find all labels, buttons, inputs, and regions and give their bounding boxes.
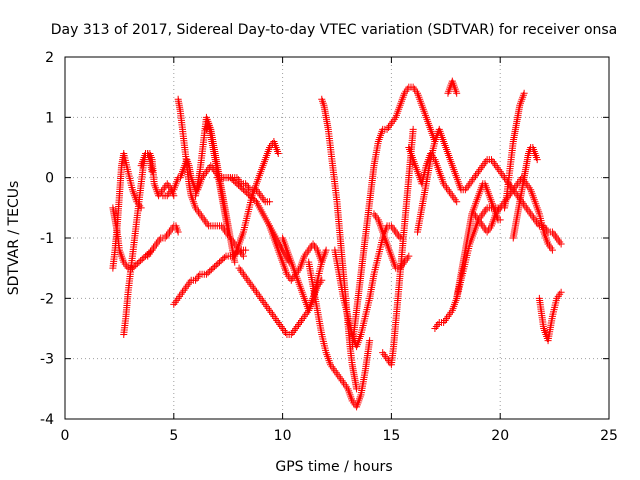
series-group [518, 174, 556, 254]
data-point [236, 183, 244, 191]
data-point [174, 228, 182, 236]
data-point [138, 255, 146, 263]
y-tick-label: -4 [40, 412, 54, 428]
data-point [246, 192, 254, 200]
series-group [144, 222, 182, 260]
data-point [453, 198, 461, 206]
data-point [228, 175, 236, 183]
data-point [409, 125, 417, 133]
data-point [239, 186, 247, 194]
series-group [444, 77, 461, 97]
series-group [231, 137, 282, 260]
x-tick-label: 5 [169, 428, 178, 444]
data-point [548, 246, 556, 254]
data-point [219, 255, 227, 263]
data-point [226, 174, 234, 182]
data-point [557, 240, 565, 248]
data-point [396, 234, 404, 242]
data-point [366, 337, 374, 345]
data-point [274, 150, 282, 158]
data-point [557, 288, 565, 296]
data-point [148, 168, 156, 176]
data-point [238, 184, 246, 192]
data-point [215, 258, 223, 266]
data-point [235, 181, 243, 189]
y-tick-label: -2 [40, 291, 54, 307]
data-point [217, 257, 225, 265]
x-axis-ticks: 0 5 10 15 20 25 [61, 57, 618, 444]
data-point [206, 267, 214, 275]
series-group [120, 150, 156, 339]
data-point [220, 254, 228, 262]
data-point [353, 385, 361, 393]
series-group [109, 150, 145, 272]
series-group [305, 258, 374, 411]
data-point [212, 261, 220, 269]
data-point [233, 180, 241, 188]
data-point [249, 195, 257, 203]
data-point [266, 198, 274, 206]
series-group [509, 144, 541, 242]
data-point [137, 257, 145, 265]
data-point [533, 156, 541, 164]
data-point [239, 252, 247, 260]
series-group [414, 125, 565, 248]
data-point [209, 264, 217, 272]
data-point [207, 266, 215, 274]
data-point [230, 177, 238, 185]
y-tick-label: -3 [40, 352, 54, 368]
data-point [242, 246, 250, 254]
grid [65, 57, 609, 419]
series-group [331, 222, 404, 351]
data-point [496, 216, 504, 224]
series-group [137, 150, 178, 200]
data-point [133, 260, 141, 268]
x-tick-label: 20 [491, 428, 509, 444]
series-group [453, 180, 504, 302]
series-group [348, 83, 439, 351]
data-point [248, 193, 256, 201]
series-group [235, 264, 326, 339]
y-tick-label: -1 [40, 231, 54, 247]
y-axis-ticks: -4 -3 -2 -1 0 1 2 [40, 50, 609, 428]
data-point [322, 246, 330, 254]
y-tick-label: 0 [45, 171, 54, 187]
x-axis-label: GPS time / hours [275, 459, 392, 475]
x-tick-label: 15 [382, 428, 400, 444]
data-point [140, 254, 148, 262]
series-group [535, 288, 565, 345]
chart-title: Day 313 of 2017, Sidereal Day-to-day VTE… [51, 22, 618, 38]
data-point [128, 264, 136, 272]
series-group [370, 210, 413, 272]
y-axis-label: SDTVAR / TECUs [6, 181, 22, 296]
data-point [231, 258, 239, 266]
data-point [405, 252, 413, 260]
data-point [243, 189, 251, 197]
series-group [379, 125, 417, 369]
data-point [170, 192, 178, 200]
x-tick-label: 25 [600, 428, 618, 444]
series-group [501, 89, 528, 212]
data-point [231, 178, 239, 186]
data-point [251, 196, 259, 204]
data-point [202, 270, 210, 278]
data-point [135, 258, 143, 266]
data-point [241, 187, 249, 195]
data-point [204, 269, 212, 277]
x-tick-label: 0 [61, 428, 70, 444]
data-point [244, 190, 252, 198]
data-points [109, 77, 565, 411]
data-point [214, 260, 222, 268]
x-tick-label: 10 [274, 428, 292, 444]
y-tick-label: 1 [45, 110, 54, 126]
data-point [520, 89, 528, 97]
y-tick-label: 2 [45, 50, 54, 66]
data-point [211, 263, 219, 271]
data-point [453, 89, 461, 97]
series-group [279, 234, 330, 314]
